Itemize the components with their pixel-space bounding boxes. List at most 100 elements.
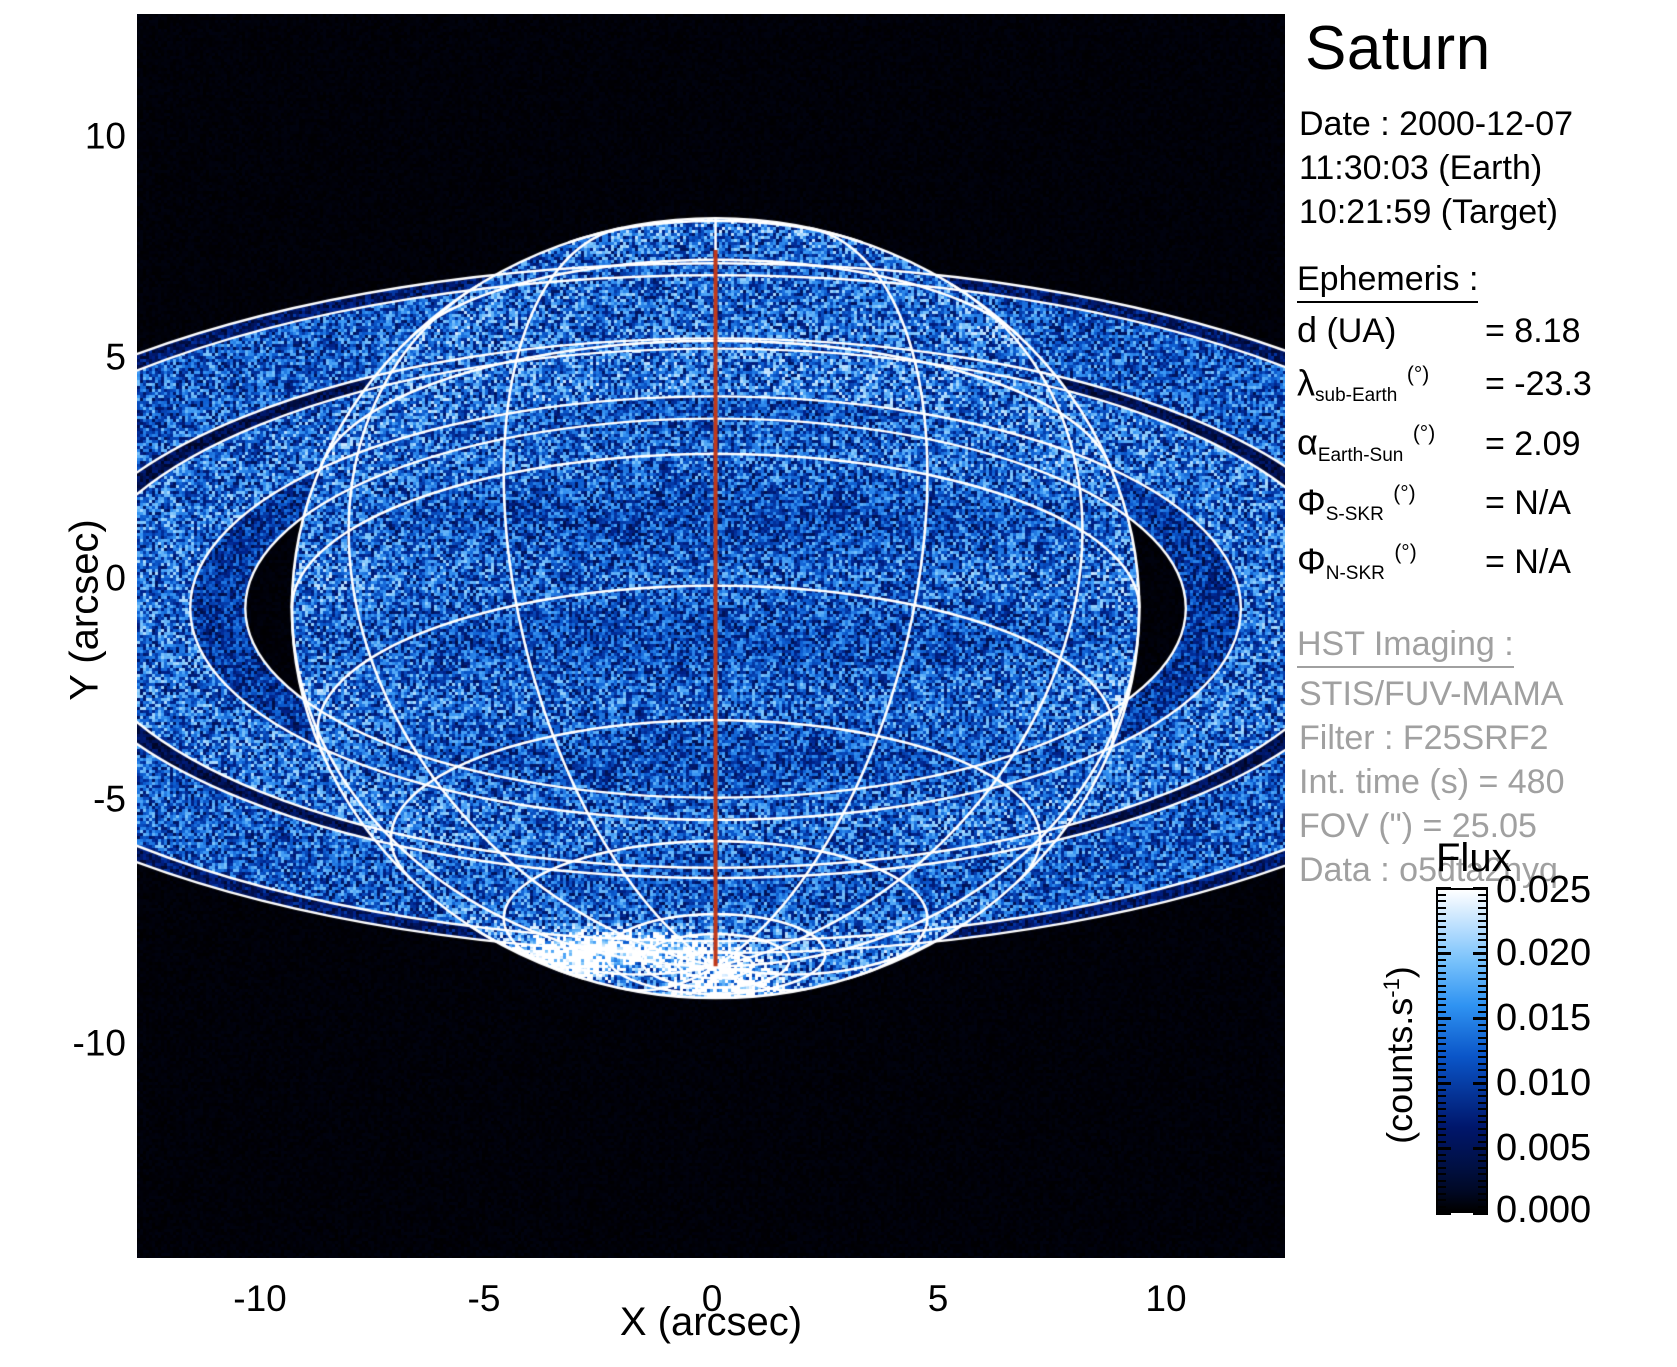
colorbar-tick bbox=[1436, 1017, 1451, 1020]
ephemeris-value-lambda: = -23.3 bbox=[1485, 365, 1592, 404]
ephemeris-label-distance: d (UA) bbox=[1297, 307, 1485, 354]
earth-time: 11:30:03 (Earth) bbox=[1299, 149, 1543, 187]
x-tick-0: 0 bbox=[701, 1278, 723, 1319]
ephemeris-value-distance: = 8.18 bbox=[1485, 312, 1581, 350]
colorbar-tick bbox=[1436, 1010, 1446, 1013]
colorbar-tick bbox=[1478, 971, 1488, 974]
date-block: Date : 2000-12-07 11:30:03 (Earth) 10:21… bbox=[1297, 102, 1677, 234]
colorbar-tick bbox=[1478, 978, 1488, 980]
colorbar-tick bbox=[1436, 971, 1446, 974]
symbol-phi-north: Φ bbox=[1297, 540, 1326, 582]
colorbar-tick bbox=[1436, 1199, 1446, 1201]
symbol-phi-south: Φ bbox=[1297, 480, 1326, 522]
colorbar-tick bbox=[1478, 932, 1488, 935]
colorbar-tick bbox=[1436, 913, 1446, 915]
colorbar-tick bbox=[1478, 939, 1488, 941]
ephemeris-row-south-skr: ΦS-SKR (°) = N/A bbox=[1297, 473, 1677, 532]
x-tick-m10: -10 bbox=[233, 1278, 287, 1319]
unit-degrees-phi-south: (°) bbox=[1393, 481, 1416, 505]
colorbar-tick bbox=[1478, 1069, 1488, 1071]
colorbar-tick bbox=[1436, 1114, 1446, 1117]
colorbar-unit-label: (counts.s-1) bbox=[1379, 925, 1421, 1185]
ephemeris-block: Ephemeris : d (UA) = 8.18 λsub-Earth (°)… bbox=[1297, 258, 1677, 591]
colorbar-tick bbox=[1436, 1023, 1446, 1026]
colorbar-tick bbox=[1478, 1030, 1488, 1032]
subscript-n-skr: N-SKR bbox=[1325, 563, 1385, 585]
y-tick-m5: -5 bbox=[93, 778, 126, 820]
x-tick-5: 5 bbox=[927, 1278, 949, 1319]
colorbar-tick bbox=[1436, 1173, 1446, 1175]
colorbar-tick bbox=[1436, 1030, 1446, 1032]
colorbar-tick bbox=[1436, 1056, 1446, 1058]
colorbar-tick bbox=[1478, 1192, 1488, 1195]
colorbar-tick bbox=[1473, 1017, 1488, 1020]
hst-instrument: STIS/FUV-MAMA bbox=[1299, 675, 1564, 714]
colorbar-tick bbox=[1436, 1147, 1451, 1150]
colorbar-tick bbox=[1478, 1134, 1488, 1136]
colorbar-tick bbox=[1436, 1166, 1446, 1169]
page-title: Saturn bbox=[1305, 14, 1491, 83]
colorbar-tick bbox=[1436, 1075, 1446, 1078]
unit-degrees-alpha: (°) bbox=[1412, 422, 1436, 446]
colorbar-tick bbox=[1436, 1127, 1446, 1130]
colorbar-tick bbox=[1478, 1121, 1488, 1123]
colorbar-tick bbox=[1478, 1004, 1488, 1006]
colorbar-tick bbox=[1436, 1101, 1446, 1104]
ephemeris-row-north-skr: ΦN-SKR (°) = N/A bbox=[1297, 532, 1677, 591]
colorbar-tick bbox=[1436, 991, 1446, 993]
colorbar-tick bbox=[1478, 1160, 1488, 1162]
ephemeris-row-distance: d (UA) = 8.18 bbox=[1297, 307, 1677, 354]
hst-filter: Filter : F25SRF2 bbox=[1299, 719, 1549, 758]
colorbar: Flux 0.025 0.020 0.015 0.010 0.005 0.000… bbox=[1300, 838, 1677, 1238]
hst-imaging-block: HST Imaging : STIS/FUV-MAMA Filter : F25… bbox=[1297, 623, 1677, 892]
subscript-sub-earth: sub-Earth bbox=[1315, 385, 1398, 407]
colorbar-label-0015: 0.015 bbox=[1496, 997, 1592, 1039]
colorbar-tick bbox=[1436, 1069, 1446, 1071]
colorbar-tick bbox=[1478, 1108, 1488, 1110]
hst-integration-time: Int. time (s) = 480 bbox=[1299, 763, 1565, 802]
unit-paren-close: ) bbox=[1379, 966, 1420, 979]
colorbar-tick bbox=[1478, 958, 1488, 961]
ephemeris-row-sub-earth-latitude: λsub-Earth (°) = -23.3 bbox=[1297, 354, 1677, 413]
x-axis-title: X (arcsec) bbox=[619, 1300, 803, 1344]
x-tick-m5: -5 bbox=[467, 1278, 501, 1319]
colorbar-tick bbox=[1478, 913, 1488, 915]
unit-degrees-lambda: (°) bbox=[1406, 363, 1430, 386]
colorbar-tick bbox=[1478, 1056, 1488, 1058]
colorbar-tick bbox=[1436, 1062, 1446, 1065]
unit-degrees-phi-north: (°) bbox=[1394, 540, 1417, 564]
colorbar-tick bbox=[1436, 906, 1446, 909]
observation-date: Date : 2000-12-07 bbox=[1299, 105, 1574, 143]
colorbar-tick bbox=[1478, 984, 1488, 987]
unit-exponent: -1 bbox=[1379, 978, 1404, 998]
colorbar-tick bbox=[1436, 926, 1446, 928]
info-panel: Saturn Date : 2000-12-07 11:30:03 (Earth… bbox=[1297, 0, 1677, 889]
ephemeris-label-alpha: αEarth-Sun (°) bbox=[1297, 413, 1485, 472]
colorbar-tick bbox=[1478, 919, 1488, 922]
colorbar-tick bbox=[1478, 1179, 1488, 1182]
colorbar-tick bbox=[1436, 1095, 1446, 1097]
colorbar-tick bbox=[1478, 1166, 1488, 1169]
ephemeris-value-phi-north: = N/A bbox=[1485, 543, 1571, 582]
colorbar-tick bbox=[1436, 1088, 1446, 1091]
colorbar-tick bbox=[1436, 1140, 1446, 1143]
symbol-lambda: λ bbox=[1297, 362, 1315, 404]
colorbar-tick bbox=[1478, 945, 1488, 948]
colorbar-tick bbox=[1478, 893, 1488, 896]
saturn-fuv-image bbox=[137, 14, 1285, 1258]
colorbar-tick bbox=[1478, 1114, 1488, 1117]
colorbar-tick bbox=[1436, 1205, 1446, 1208]
colorbar-label-0000: 0.000 bbox=[1496, 1189, 1592, 1231]
y-tick-m10: -10 bbox=[72, 1022, 126, 1064]
ephemeris-label-phi-south: ΦS-SKR (°) bbox=[1297, 473, 1485, 532]
y-axis-title: Y (arcsec) bbox=[62, 519, 107, 701]
subscript-s-skr: S-SKR bbox=[1325, 503, 1384, 525]
colorbar-tick bbox=[1473, 1147, 1488, 1150]
hst-fov: FOV (") = 25.05 bbox=[1299, 807, 1537, 846]
colorbar-tick bbox=[1478, 1075, 1488, 1078]
colorbar-tick bbox=[1436, 1179, 1446, 1182]
colorbar-tick bbox=[1478, 1023, 1488, 1026]
colorbar-tick bbox=[1478, 1153, 1488, 1156]
colorbar-tick bbox=[1473, 887, 1488, 890]
colorbar-label-0010: 0.010 bbox=[1496, 1062, 1592, 1104]
